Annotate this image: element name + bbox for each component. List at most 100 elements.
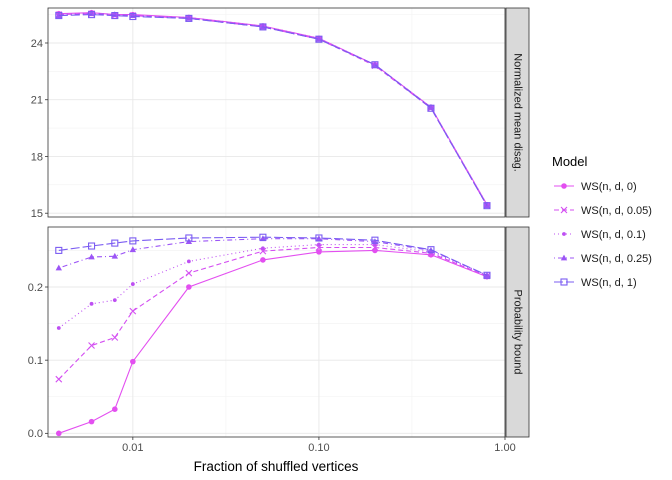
data-point (186, 284, 192, 290)
top-panel-border (47, 7, 506, 218)
data-point (185, 15, 193, 21)
series-line (58, 246, 488, 380)
x-tick-label: 0.01 (122, 442, 143, 454)
legend-key-marker (560, 278, 568, 286)
data-point (185, 14, 193, 22)
y-tick-label: 24 (31, 38, 43, 50)
data-point (88, 253, 95, 260)
data-point (261, 246, 265, 251)
data-point (259, 235, 267, 242)
series-line (58, 249, 488, 434)
legend-key-marker (560, 254, 568, 261)
data-point (427, 103, 435, 110)
data-point (260, 257, 266, 263)
strip-top: Normalized mean disag. (505, 7, 530, 218)
bottom-panel-y-axis: 0.0 0.1 0.2 (28, 282, 48, 440)
y-tick-label: 15 (31, 208, 43, 220)
data-point (129, 12, 137, 21)
data-point (185, 269, 193, 277)
y-tick-label: 0.1 (28, 355, 43, 367)
legend-label: WS(n, d, 0.25) (581, 253, 652, 265)
data-point (129, 237, 137, 245)
y-tick-label: 0.0 (28, 428, 43, 440)
legend-key-marker (562, 232, 566, 236)
y-tick-label: 0.2 (28, 282, 43, 294)
data-point (427, 246, 435, 254)
bottom-panel-border (47, 226, 506, 438)
series-line (58, 244, 488, 329)
data-point (55, 246, 63, 254)
data-point (315, 35, 323, 42)
legend-label: WS(n, d, 0) (581, 181, 637, 193)
top-panel-gridlines (48, 8, 506, 217)
data-point (316, 249, 322, 255)
legend-label: WS(n, d, 0.1) (581, 229, 646, 241)
y-tick-label: 18 (31, 151, 43, 163)
top-panel-y-axis: 15 18 21 24 (31, 38, 48, 220)
data-point (186, 259, 191, 264)
legend-entry: WS(n, d, 0) (554, 181, 637, 193)
data-point (427, 104, 435, 112)
data-point (55, 375, 63, 383)
data-point (89, 301, 94, 306)
data-point (129, 246, 137, 253)
data-point (317, 242, 321, 247)
strip-bottom: Probability bound (505, 226, 530, 438)
x-axis-title: Fraction of shuffled vertices (194, 459, 359, 474)
legend-key-marker (560, 206, 568, 214)
legend: Model WS(n, d, 0) WS(n, d, 0.05) WS(n, d, … (552, 154, 652, 289)
bottom-panel-series (55, 233, 491, 437)
data-point (130, 358, 136, 365)
top-panel-series (55, 9, 491, 210)
data-point (315, 35, 323, 43)
data-point (259, 233, 267, 241)
strip-label-probability-bound: Probability bound (512, 289, 524, 374)
data-point (371, 238, 379, 245)
data-point (88, 342, 95, 349)
legend-entry: WS(n, d, 0.05) (554, 205, 652, 217)
data-point (483, 202, 491, 210)
data-point (111, 239, 119, 247)
data-point (88, 242, 96, 250)
legend-label: WS(n, d, 0.05) (581, 205, 652, 217)
data-point (371, 61, 379, 69)
data-point (112, 298, 117, 303)
data-point (111, 334, 119, 341)
data-point (111, 252, 119, 259)
legend-entry: WS(n, d, 0.25) (554, 253, 652, 265)
data-point (371, 244, 379, 251)
x-tick-label: 1.00 (494, 442, 515, 454)
data-point (112, 406, 118, 412)
series-line (58, 13, 488, 206)
data-point (55, 264, 62, 271)
data-point (259, 247, 267, 255)
legend-title: Model (552, 154, 588, 169)
data-point (130, 282, 135, 286)
data-point (315, 244, 323, 251)
data-point (315, 234, 323, 242)
legend-label: WS(n, d, 1) (581, 277, 637, 289)
data-point (185, 234, 193, 242)
data-point (56, 326, 61, 330)
series-line (58, 14, 488, 206)
data-point (55, 12, 63, 20)
strip-label-normalized-mean-disag: Normalized mean disag. (512, 53, 524, 172)
bottom-panel-gridlines (48, 227, 506, 437)
data-point (111, 12, 119, 20)
y-tick-label: 21 (31, 95, 43, 107)
legend-entry: WS(n, d, 1) (554, 277, 637, 289)
x-axis: 0.01 0.10 1.00 (122, 437, 516, 454)
data-point (88, 11, 96, 19)
data-point (88, 418, 95, 425)
series-line (58, 236, 488, 276)
data-point (129, 307, 137, 315)
data-point (55, 430, 62, 437)
x-tick-label: 0.10 (308, 442, 329, 454)
data-point (483, 271, 491, 279)
data-point (372, 247, 378, 254)
series-line (58, 238, 488, 276)
legend-key-marker (561, 183, 567, 189)
data-point (371, 236, 379, 244)
data-point (259, 23, 267, 31)
